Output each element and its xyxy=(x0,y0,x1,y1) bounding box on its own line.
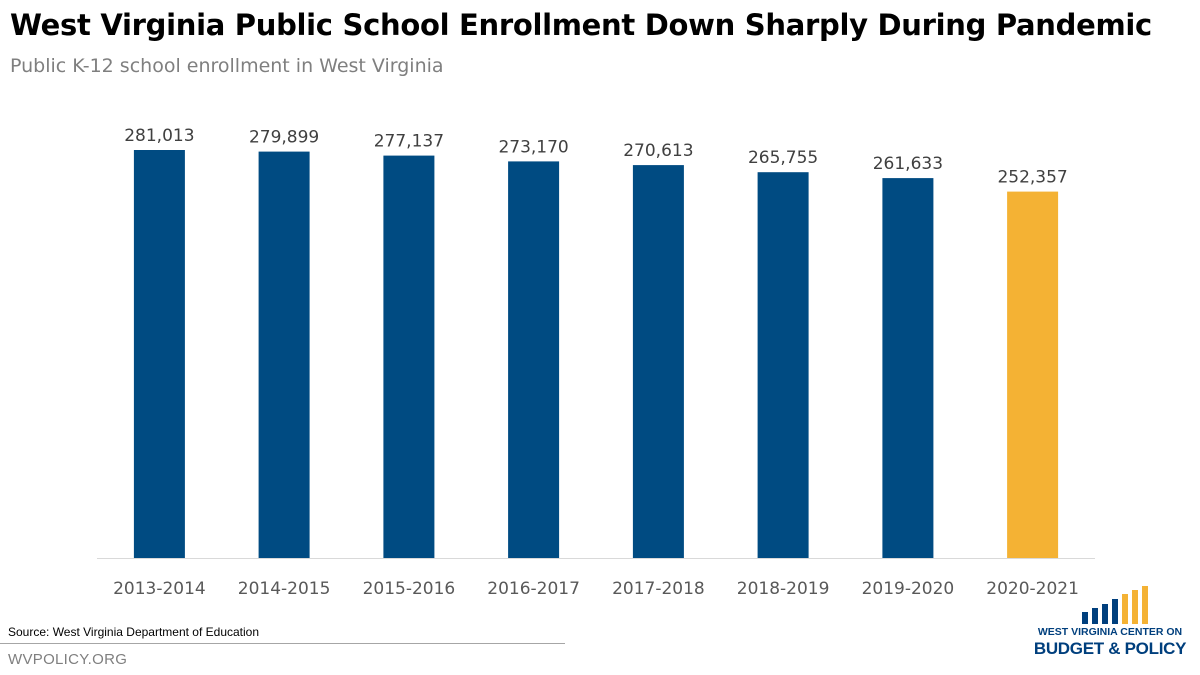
x-tick-label-2016-2017: 2016-2017 xyxy=(487,579,580,599)
x-tick-label-2014-2015: 2014-2015 xyxy=(238,579,331,599)
x-tick-label-2019-2020: 2019-2020 xyxy=(862,579,955,599)
x-tick-label-2018-2019: 2018-2019 xyxy=(737,579,830,599)
bar-2018-2019 xyxy=(757,172,809,558)
data-label-2016-2017: 273,170 xyxy=(498,137,568,157)
bar-2013-2014 xyxy=(133,150,185,558)
x-tick-label-2013-2014: 2013-2014 xyxy=(113,579,206,599)
website-link[interactable]: WVPOLICY.ORG xyxy=(8,651,128,668)
x-tick-label-2017-2018: 2017-2018 xyxy=(612,579,705,599)
bar-chart: 281,013 2013-2014 279,899 2014-2015 277,137 2… xyxy=(97,126,1095,599)
source-divider xyxy=(0,643,565,644)
logo-text-line2: BUDGET & POLICY xyxy=(1033,639,1187,658)
bar-graph-logo-icon xyxy=(1082,586,1148,624)
data-label-2013-2014: 281,013 xyxy=(124,126,194,146)
wvcbp-logo: WEST VIRGINIA CENTER ON BUDGET & POLICY xyxy=(1030,584,1190,666)
chart-subtitle: Public K-12 school enrollment in West Vi… xyxy=(10,55,444,77)
data-label-2015-2016: 277,137 xyxy=(374,132,444,152)
data-label-2018-2019: 265,755 xyxy=(748,148,818,168)
bar-2019-2020 xyxy=(882,178,934,558)
chart-title: West Virginia Public School Enrollment D… xyxy=(10,8,1152,42)
data-label-2014-2015: 279,899 xyxy=(249,128,319,148)
x-tick-label-2020-2021: 2020-2021 xyxy=(986,579,1079,599)
source-note: Source: West Virginia Department of Educ… xyxy=(8,625,260,639)
bar-2015-2016 xyxy=(383,155,435,558)
logo-text-line1: WEST VIRGINIA CENTER ON xyxy=(1037,626,1183,638)
data-label-2020-2021: 252,357 xyxy=(997,168,1067,188)
data-label-2019-2020: 261,633 xyxy=(873,154,943,174)
bar-2020-2021 xyxy=(1007,191,1059,558)
bar-2014-2015 xyxy=(258,151,310,558)
bar-2016-2017 xyxy=(508,161,560,558)
bar-2017-2018 xyxy=(632,165,684,558)
x-tick-label-2015-2016: 2015-2016 xyxy=(363,579,456,599)
data-label-2017-2018: 270,613 xyxy=(623,141,693,161)
